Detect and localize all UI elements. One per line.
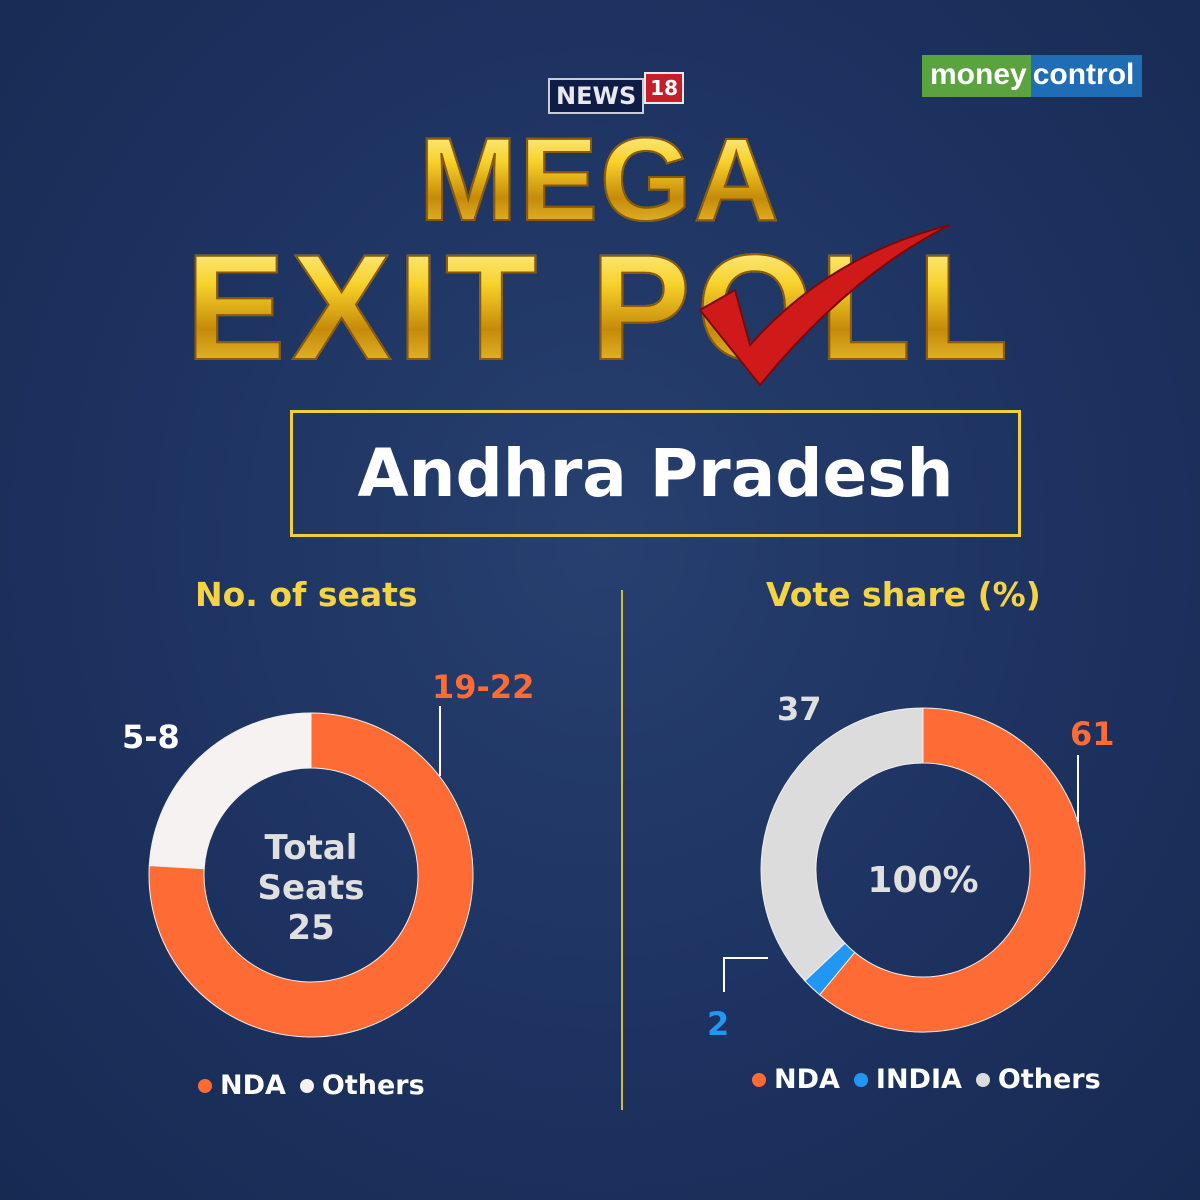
news18-logo-text: NEWS [548,78,645,114]
divider [621,590,623,1110]
legend-label: INDIA [875,1064,962,1095]
news18-logo: NEWS 18 [548,72,685,114]
legend-label: NDA [220,1070,286,1101]
legend-dot-others [299,1078,314,1093]
vote-nda-label: 61 [1070,715,1115,753]
center-label-line: Seats [257,868,365,908]
moneycontrol-logo: money control [922,55,1143,97]
title-mega: MEGA [0,119,1200,241]
vote-legend: NDA INDIA Others [752,1064,1101,1095]
donut-slice-india [804,942,856,996]
seats-legend: NDA Others [198,1070,425,1101]
seats-center-label: Total Seats 25 [211,828,411,948]
moneycontrol-logo-control: control [1030,55,1143,97]
news18-logo-number: 18 [644,72,685,104]
moneycontrol-logo-money: money [922,55,1031,97]
seats-chart-title: No. of seats [195,575,418,614]
checkmark-icon [698,224,951,387]
seats-others-label: 5-8 [122,718,180,756]
seats-nda-label: 19-22 [432,668,535,706]
vote-center-label: 100% [867,860,979,901]
center-label-line: Total [264,828,358,868]
legend-dot-nda [752,1072,766,1087]
vote-others-label: 37 [777,690,822,728]
center-label-line: 25 [287,908,335,948]
legend-label: Others [997,1064,1101,1095]
vote-india-label: 2 [707,1005,730,1043]
state-box: Andhra Pradesh [290,410,1021,537]
legend-dot-nda [198,1078,212,1093]
state-name: Andhra Pradesh [357,435,954,512]
legend-dot-india [853,1072,868,1087]
legend-label: NDA [774,1064,840,1095]
legend-label: Others [321,1070,425,1101]
vote-india-leader-line [723,957,768,992]
legend-dot-others [975,1072,990,1087]
title-exit-poll: EXIT POLL [0,231,1200,383]
donut-slice-others [760,707,924,982]
vote-chart-title: Vote share (%) [766,575,1041,614]
